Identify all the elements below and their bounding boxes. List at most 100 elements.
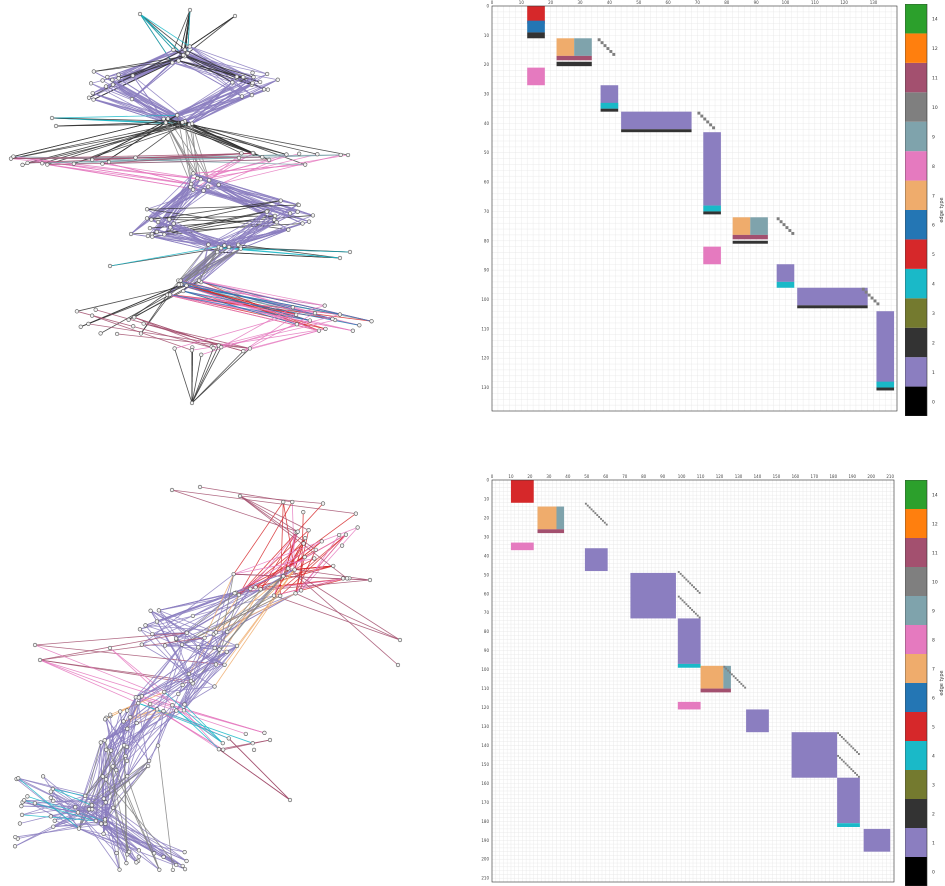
graph-edge: [34, 644, 185, 705]
colorbar-tick-label: 2: [932, 812, 935, 818]
graph-node: [202, 635, 207, 640]
matrix-block: [510, 480, 534, 503]
graph-edge: [191, 350, 244, 404]
graph-node: [323, 326, 328, 332]
graph-edge: [105, 684, 183, 751]
graph-edge: [183, 645, 238, 711]
colorbar-swatch: [905, 509, 927, 538]
graph-edge: [294, 556, 305, 570]
matrix-block: [791, 732, 838, 778]
graph-node: [182, 850, 187, 855]
graph-node: [176, 282, 181, 287]
graph-edge: [163, 691, 224, 744]
graph-edge: [104, 740, 160, 870]
graph-edge: [126, 728, 150, 762]
graph-edge: [149, 227, 230, 248]
graph-node: [37, 657, 43, 663]
graph-edge: [163, 651, 227, 693]
matrix-y-tick-label: 20: [484, 62, 490, 67]
graph-node: [338, 152, 343, 158]
graph-edge: [126, 776, 160, 870]
matrix-block: [746, 709, 769, 733]
graph-node: [22, 798, 27, 803]
colorbar-swatch: [905, 180, 927, 210]
graph-edge: [105, 779, 130, 852]
graph-edge: [294, 558, 315, 570]
graph-node: [168, 225, 173, 230]
graph-edge: [163, 76, 254, 120]
graph-node: [40, 161, 45, 166]
graph-node: [297, 151, 302, 156]
matrix-x-tick-label: 210: [886, 474, 894, 479]
graph-edge: [54, 820, 80, 829]
matrix-diagonal-cell: [856, 751, 858, 754]
graph-node: [258, 587, 263, 592]
graph-node: [337, 312, 343, 317]
graph-edge: [104, 760, 128, 820]
graph-node: [250, 741, 255, 746]
graph-node: [312, 310, 318, 316]
graph-node: [173, 636, 179, 641]
graph-edge: [156, 621, 192, 682]
graph-edge: [183, 290, 360, 326]
matrix-block: [732, 234, 768, 240]
graph-edge: [178, 284, 325, 306]
matrix-diagonal-cell: [598, 516, 601, 518]
graph-node: [137, 627, 143, 632]
graph-node: [267, 157, 272, 162]
graph-edge: [128, 284, 180, 321]
graph-node: [191, 171, 196, 176]
graph-edge: [181, 595, 275, 646]
graph-node: [303, 162, 308, 167]
graph-edge: [221, 306, 294, 348]
graph-node: [124, 744, 130, 749]
graph-node: [146, 763, 151, 769]
graph-node: [212, 684, 217, 689]
graph-edge: [215, 592, 296, 633]
colorbar-tick-label: 11: [932, 76, 938, 82]
matrix-y-tick-label: 160: [481, 781, 489, 786]
graph-node: [217, 647, 222, 652]
graph-node: [286, 227, 291, 232]
graph-edge: [176, 649, 220, 711]
matrix-x-tick-label: 130: [870, 0, 878, 5]
graph-edge: [184, 49, 254, 78]
matrix-block: [776, 264, 795, 282]
matrix-diagonal-cell: [840, 758, 843, 761]
graph-node: [126, 849, 132, 854]
matrix-block: [537, 506, 561, 530]
colorbar-tick-label: 0: [932, 870, 935, 876]
graph-node: [144, 207, 150, 212]
graph-edge: [152, 236, 218, 253]
graph-edge: [167, 294, 353, 332]
graph-edge: [273, 595, 401, 641]
graph-node: [369, 319, 374, 324]
graph-node: [48, 795, 53, 800]
graph-node: [330, 316, 335, 321]
colorbar-swatch: [905, 92, 927, 122]
graph-node: [108, 712, 113, 717]
graph-node: [357, 323, 362, 328]
graph-node: [301, 541, 306, 546]
graph-edge: [140, 294, 171, 334]
colorbar-swatch: [905, 741, 927, 770]
matrix-block: [863, 828, 891, 852]
graph-edge: [201, 320, 310, 356]
matrix-block: [600, 108, 619, 112]
matrix-block: [703, 211, 721, 215]
matrix-block: [527, 6, 545, 24]
matrix-y-tick-label: 50: [484, 572, 490, 577]
graph-node: [134, 720, 139, 726]
graph-node: [107, 645, 113, 651]
graph-node: [134, 860, 139, 865]
matrix-diagonal-cell: [864, 290, 868, 294]
graph-node: [174, 862, 179, 868]
graph-node: [190, 613, 195, 619]
graph-edge: [34, 644, 225, 666]
matrix-block: [703, 205, 721, 212]
colorbar-tick-label: 3: [932, 783, 935, 789]
graph-node: [179, 642, 185, 647]
graph-edge: [27, 796, 105, 822]
colorbar-swatch: [905, 298, 927, 328]
